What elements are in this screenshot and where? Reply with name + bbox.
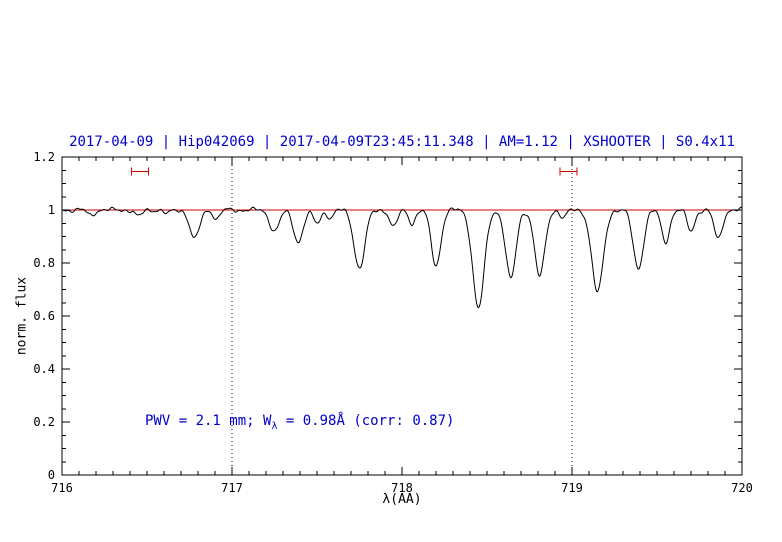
y-tick-label: 0.4 [33,362,55,376]
y-tick-label: 0 [48,468,55,482]
x-axis-label: λ(AA) [382,492,422,507]
x-tick-label: 720 [731,481,753,495]
y-tick-label: 1.2 [33,150,55,164]
y-tick-label: 0.6 [33,309,55,323]
pwv-annotation-subscript: λ [271,420,278,432]
y-tick-label: 0.2 [33,415,55,429]
spectrum-line [62,206,743,309]
pwv-annotation: PWV = 2.1 mm; Wλ = 0.98Å (corr: 0.87) [145,413,454,432]
pwv-annotation-prefix: PWV = 2.1 mm; W [145,413,272,429]
plot-title: 2017-04-09 | Hip042069 | 2017-04-09T23:4… [69,134,735,150]
x-tick-label: 717 [221,481,243,495]
y-tick-label: 1 [48,203,55,217]
x-tick-label: 716 [51,481,73,495]
x-tick-label: 718 [391,481,413,495]
pwv-annotation-suffix: = 0.98Å (corr: 0.87) [277,413,455,429]
y-tick-label: 0.8 [33,256,55,270]
x-tick-label: 719 [561,481,583,495]
